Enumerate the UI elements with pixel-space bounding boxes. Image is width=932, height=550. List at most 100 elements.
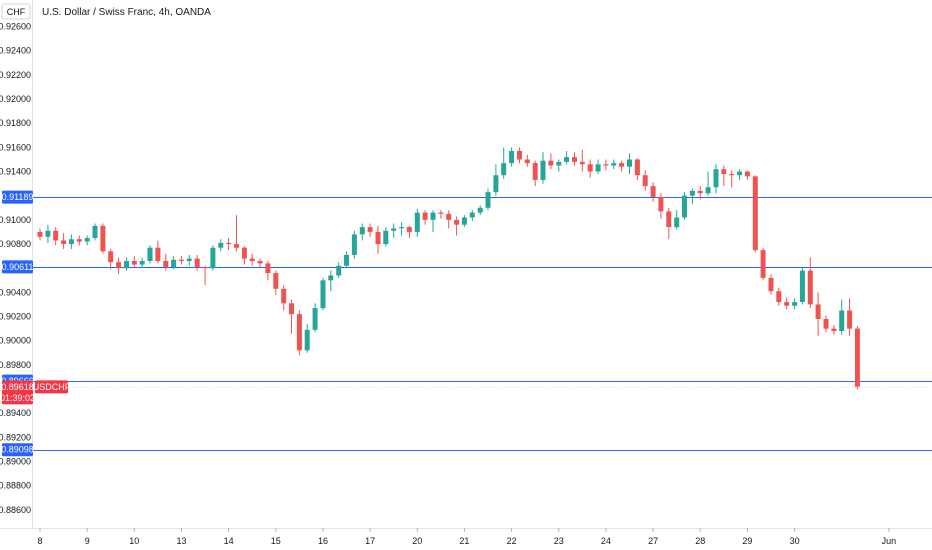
candle xyxy=(556,159,562,172)
candle xyxy=(399,222,405,236)
candle xyxy=(163,253,169,271)
level-tag-label: 0.89098 xyxy=(1,445,34,455)
candle xyxy=(186,254,192,266)
candle xyxy=(257,258,263,267)
candle xyxy=(116,257,122,275)
candle-body xyxy=(540,160,546,180)
candle-body xyxy=(367,227,373,232)
candle xyxy=(281,285,287,311)
candle xyxy=(406,225,412,238)
candle xyxy=(634,158,640,180)
candle-body xyxy=(351,234,357,255)
candle xyxy=(375,225,381,254)
candle xyxy=(367,223,373,237)
candle xyxy=(312,303,318,333)
candle-body xyxy=(792,302,798,306)
candle-body xyxy=(210,247,216,269)
level-price-tag[interactable]: 0.91189 xyxy=(2,190,34,204)
currency-badge-label: CHF xyxy=(7,7,26,17)
candle xyxy=(752,175,758,253)
candle xyxy=(218,239,224,252)
candle xyxy=(744,170,750,180)
candle-body xyxy=(422,212,428,220)
candle xyxy=(147,245,153,264)
candle xyxy=(509,147,515,167)
candle xyxy=(139,257,145,269)
y-tick-label: 0.92200 xyxy=(0,70,31,80)
candle-body xyxy=(682,195,687,218)
candle xyxy=(776,287,782,306)
candle xyxy=(697,186,703,200)
candle-body xyxy=(234,244,239,248)
candle xyxy=(84,235,90,246)
candle-body xyxy=(752,176,758,251)
x-tick-label: 24 xyxy=(601,536,611,546)
candle-body xyxy=(674,217,680,228)
candle xyxy=(807,257,813,309)
candle-body xyxy=(768,277,774,292)
candle-body xyxy=(658,196,664,212)
currency-badge[interactable]: CHF xyxy=(1,3,31,20)
candle xyxy=(477,205,483,216)
x-tick-label: 8 xyxy=(37,536,42,546)
candle xyxy=(524,154,530,167)
time-axis-panel[interactable] xyxy=(0,528,932,550)
candle xyxy=(627,153,632,174)
level-price-tag[interactable]: 0.89098 xyxy=(1,443,34,457)
y-tick-label: 0.90400 xyxy=(0,287,31,297)
candle xyxy=(564,151,570,165)
candle-body xyxy=(847,310,853,329)
candle-body xyxy=(241,247,247,259)
y-tick-label: 0.90200 xyxy=(0,312,31,322)
candle-body xyxy=(595,164,601,172)
candle-body xyxy=(666,211,672,228)
candle xyxy=(650,182,656,202)
y-tick-label: 0.91800 xyxy=(0,118,31,128)
candle-body xyxy=(556,161,562,166)
candle-body xyxy=(784,302,790,306)
x-axis-ticks: 89101314151617202122232427282930Jun4 xyxy=(37,528,896,546)
candle xyxy=(540,152,546,184)
y-tick-label: 0.89800 xyxy=(0,360,31,370)
candle xyxy=(689,188,695,205)
x-tick-label: 16 xyxy=(318,536,328,546)
candle xyxy=(61,233,67,249)
candle-body xyxy=(414,212,420,232)
level-tag-bg xyxy=(2,190,33,204)
candle xyxy=(124,257,129,271)
x-tick-label: 14 xyxy=(224,536,234,546)
chart-title: U.S. Dollar / Swiss Franc, 4h, OANDA xyxy=(42,7,211,18)
x-tick-label: 23 xyxy=(554,536,564,546)
candle xyxy=(391,223,397,238)
candle-body xyxy=(45,230,51,237)
candle xyxy=(642,170,648,191)
candle-body xyxy=(399,227,405,229)
candle xyxy=(454,216,460,236)
candle-body xyxy=(186,258,192,261)
candle-body xyxy=(469,212,475,218)
candle xyxy=(619,160,625,172)
candle xyxy=(304,323,310,353)
candle xyxy=(76,235,82,246)
candle xyxy=(799,267,805,305)
candle-body xyxy=(564,157,570,162)
y-tick-label: 0.88600 xyxy=(0,505,31,515)
candle-body xyxy=(705,187,711,194)
x-tick-label: 15 xyxy=(271,536,281,546)
x-tick-label: 21 xyxy=(459,536,469,546)
x-tick-label: 20 xyxy=(412,536,422,546)
candle-body xyxy=(689,190,695,196)
candle-body xyxy=(493,175,499,193)
candle-body xyxy=(296,314,302,351)
level-price-tag[interactable]: 0.90611 xyxy=(2,260,34,274)
candle-body xyxy=(124,261,129,269)
candle-body xyxy=(68,239,74,244)
candle-body xyxy=(461,217,467,225)
candle xyxy=(666,207,672,240)
candle xyxy=(383,227,389,247)
candle xyxy=(171,256,177,270)
candle xyxy=(493,164,499,196)
symbol-tag[interactable]: USDCHF xyxy=(33,380,71,394)
